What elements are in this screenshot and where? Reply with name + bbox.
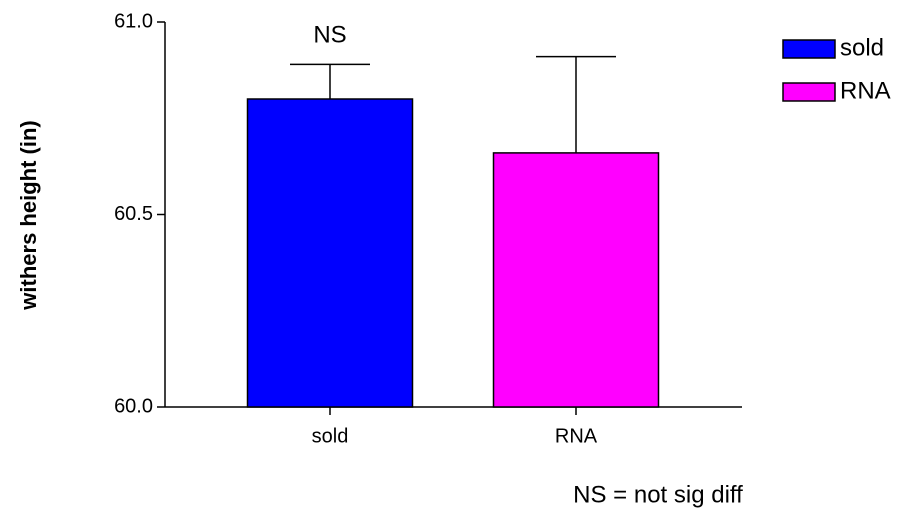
annotation: NS: [313, 21, 346, 48]
legend-label: sold: [840, 34, 884, 61]
y-axis-label: withers height (in): [16, 120, 41, 310]
footnote: NS = not sig diff: [573, 481, 743, 508]
x-tick-label: RNA: [555, 425, 598, 447]
bar: [492, 152, 660, 408]
legend-swatch: [782, 39, 836, 59]
x-tick-label: sold: [312, 425, 349, 447]
legend-label: RNA: [840, 77, 891, 104]
bar: [246, 98, 414, 408]
legend-swatch: [782, 82, 836, 102]
y-tick-label: 60.0: [114, 395, 153, 417]
y-tick-label: 61.0: [114, 10, 153, 32]
y-tick-label: 60.5: [114, 203, 153, 225]
